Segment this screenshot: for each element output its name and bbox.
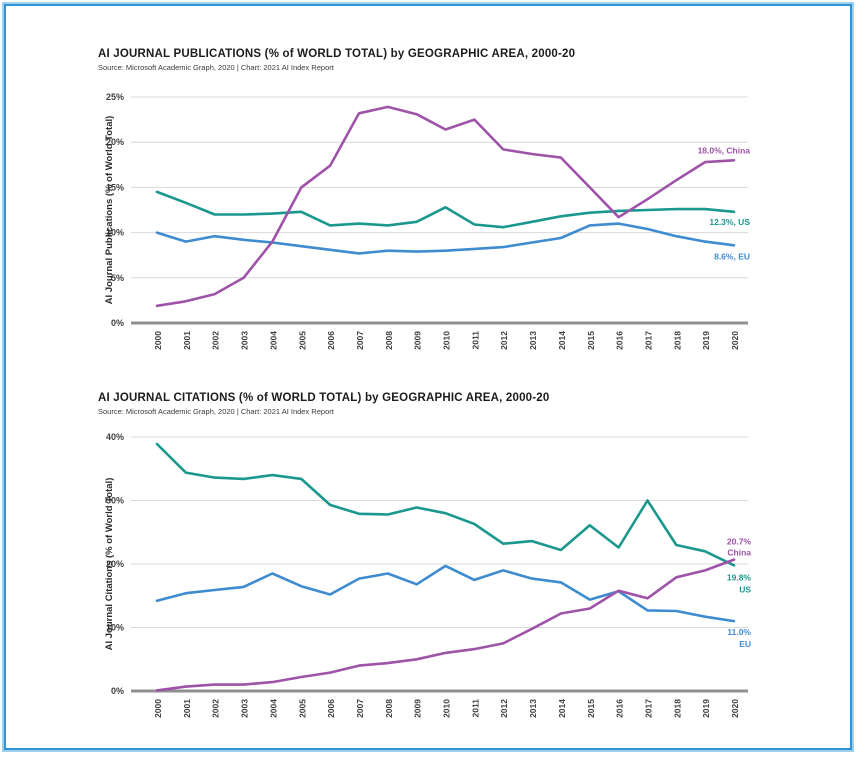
x-tick-label: 2001: [182, 699, 192, 718]
x-tick-label: 2003: [240, 699, 250, 718]
us-line: [155, 442, 736, 567]
y-axis-title: AI Journal Citations (% of World Total): [104, 478, 115, 651]
y-tick-label: 40%: [106, 432, 124, 442]
x-tick-label: 2012: [499, 331, 509, 350]
y-tick-label: 0%: [111, 318, 124, 328]
line-charts-canvas: 0% 5% 10% 15% 20% 25% 2000 2001 2002 2003 2004 2005…: [104, 92, 752, 718]
x-tick-label: 2007: [355, 699, 365, 718]
citations-chart-title: AI JOURNAL CITATIONS (% of WORLD TOTAL) …: [98, 392, 550, 404]
eu-line: [155, 222, 736, 255]
x-tick-label: 2020: [730, 331, 740, 350]
report-page: AI JOURNAL PUBLICATIONS (% of WORLD TOTA…: [4, 4, 852, 750]
x-tick-label: 2008: [384, 699, 394, 718]
x-tick-label: 2010: [442, 699, 452, 718]
x-tick-label: 2002: [211, 331, 221, 350]
eu-end-label: EU: [739, 639, 751, 649]
x-tick-label: 2011: [470, 331, 480, 350]
y-tick-label: 25%: [106, 92, 124, 102]
x-tick-label: 2013: [528, 699, 538, 718]
publications-chart-source: Source: Microsoft Academic Graph, 2020 |…: [98, 63, 334, 72]
x-tick-label: 2017: [643, 699, 653, 718]
x-tick-label: 2008: [384, 331, 394, 350]
eu-end-label: 8.6%, EU: [714, 251, 750, 261]
publications-chart-header: AI JOURNAL PUBLICATIONS (% of WORLD TOTA…: [98, 48, 738, 72]
x-tick-label: 2004: [268, 331, 278, 350]
eu-line: [155, 564, 736, 623]
china-end-label: 18.0%, China: [698, 145, 751, 155]
x-tick-label: 2013: [528, 331, 538, 350]
x-tick-label: 2016: [615, 699, 625, 718]
x-tick-label: 2018: [672, 331, 682, 350]
x-tick-label: 2002: [211, 699, 221, 718]
y-tick-label: 20%: [106, 137, 124, 147]
x-tick-label: 2019: [701, 331, 711, 350]
x-tick-label: 2015: [586, 699, 596, 718]
y-axis-title: AI Journal Publications (% of World Tota…: [104, 116, 115, 305]
publications-chart-title: AI JOURNAL PUBLICATIONS (% of WORLD TOTA…: [98, 48, 576, 60]
x-tick-label: 2011: [470, 699, 480, 718]
china-end-label: China: [727, 548, 751, 558]
x-tick-label: 2017: [643, 331, 653, 350]
us-line: [155, 190, 736, 229]
y-tick-label: 10%: [106, 623, 124, 633]
y-tick-label: 20%: [106, 559, 124, 569]
y-tick-label: 10%: [106, 228, 124, 238]
us-end-label: US: [739, 584, 751, 594]
us-end-label: 12.3%, US: [709, 217, 750, 227]
y-tick-label: 30%: [106, 496, 124, 506]
x-tick-label: 2014: [557, 331, 567, 350]
x-tick-label: 2016: [615, 331, 625, 350]
x-tick-label: 2000: [153, 699, 163, 718]
x-tick-label: 2012: [499, 699, 509, 718]
china-end-label: 20.7%: [727, 537, 752, 547]
x-tick-label: 2000: [153, 331, 163, 350]
x-tick-label: 2004: [268, 699, 278, 718]
x-tick-label: 2020: [730, 699, 740, 718]
x-tick-label: 2001: [182, 331, 192, 350]
y-tick-label: 0%: [111, 686, 124, 696]
x-tick-label: 2003: [240, 331, 250, 350]
x-tick-label: 2006: [326, 331, 336, 350]
x-tick-label: 2018: [672, 699, 682, 718]
eu-end-label: 11.0%: [727, 627, 751, 637]
x-tick-label: 2006: [326, 699, 336, 718]
x-tick-label: 2009: [413, 699, 423, 718]
x-tick-label: 2005: [297, 331, 307, 350]
x-tick-label: 2014: [557, 699, 567, 718]
x-tick-label: 2007: [355, 331, 365, 350]
x-tick-label: 2009: [413, 331, 423, 350]
y-tick-label: 15%: [106, 182, 124, 192]
us-end-label: 19.8%: [727, 572, 752, 582]
china-line: [155, 558, 736, 692]
y-tick-label: 5%: [111, 273, 124, 283]
x-tick-label: 2010: [442, 331, 452, 350]
x-tick-label: 2005: [297, 699, 307, 718]
x-tick-label: 2015: [586, 331, 596, 350]
citations-chart-header: AI JOURNAL CITATIONS (% of WORLD TOTAL) …: [98, 392, 738, 416]
china-line: [155, 105, 736, 308]
citations-chart-source: Source: Microsoft Academic Graph, 2020 |…: [98, 407, 334, 416]
x-tick-label: 2019: [701, 699, 711, 718]
